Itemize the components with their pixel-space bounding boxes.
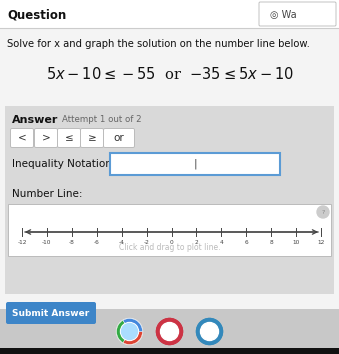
- Circle shape: [197, 319, 222, 344]
- Circle shape: [120, 322, 139, 341]
- Circle shape: [157, 319, 182, 344]
- FancyBboxPatch shape: [0, 0, 339, 28]
- Text: Answer: Answer: [12, 115, 58, 125]
- Text: 2: 2: [195, 240, 198, 245]
- Text: -10: -10: [42, 240, 52, 245]
- Text: Submit Answer: Submit Answer: [13, 308, 89, 318]
- Text: ≥: ≥: [87, 133, 96, 143]
- FancyBboxPatch shape: [0, 348, 339, 354]
- Text: ⚲: ⚲: [164, 324, 175, 339]
- Circle shape: [157, 319, 182, 344]
- Text: 8: 8: [269, 240, 273, 245]
- Text: ≤: ≤: [65, 133, 73, 143]
- Text: Question: Question: [7, 8, 66, 21]
- Text: Inequality Notation:: Inequality Notation:: [12, 159, 116, 169]
- FancyBboxPatch shape: [11, 129, 34, 148]
- Circle shape: [121, 324, 138, 339]
- Text: -12: -12: [17, 240, 27, 245]
- Text: >: >: [42, 133, 51, 143]
- Circle shape: [117, 319, 142, 344]
- Text: Number Line:: Number Line:: [12, 189, 82, 199]
- Wedge shape: [123, 331, 142, 344]
- Text: ?: ?: [321, 210, 325, 215]
- Text: $5x-10\leq-55$  or  $-35\leq 5x-10$: $5x-10\leq-55$ or $-35\leq 5x-10$: [45, 66, 294, 82]
- Text: 10: 10: [293, 240, 300, 245]
- Wedge shape: [123, 319, 142, 331]
- Text: ⎕: ⎕: [206, 325, 213, 338]
- FancyBboxPatch shape: [259, 2, 336, 26]
- Circle shape: [317, 206, 329, 218]
- Wedge shape: [117, 320, 129, 343]
- Text: -2: -2: [144, 240, 149, 245]
- Text: Attempt 1 out of 2: Attempt 1 out of 2: [62, 115, 142, 125]
- FancyBboxPatch shape: [80, 129, 103, 148]
- Circle shape: [160, 322, 179, 341]
- Text: ◎ Wa: ◎ Wa: [270, 10, 297, 19]
- FancyBboxPatch shape: [6, 302, 96, 324]
- Text: <: <: [18, 133, 26, 143]
- Text: 6: 6: [244, 240, 248, 245]
- Text: 4: 4: [219, 240, 223, 245]
- Text: Click and drag to plot line.: Click and drag to plot line.: [119, 244, 220, 252]
- Text: 0: 0: [170, 240, 173, 245]
- Text: |: |: [193, 159, 197, 169]
- FancyBboxPatch shape: [103, 129, 135, 148]
- FancyBboxPatch shape: [110, 153, 280, 175]
- FancyBboxPatch shape: [0, 28, 339, 309]
- FancyBboxPatch shape: [5, 106, 334, 294]
- FancyBboxPatch shape: [35, 129, 58, 148]
- Text: Solve for x and graph the solution on the number line below.: Solve for x and graph the solution on th…: [7, 39, 310, 49]
- Text: -4: -4: [119, 240, 125, 245]
- Circle shape: [200, 322, 219, 341]
- Circle shape: [197, 319, 222, 344]
- Text: 12: 12: [317, 240, 325, 245]
- FancyBboxPatch shape: [0, 309, 339, 354]
- Text: -6: -6: [94, 240, 100, 245]
- Text: -8: -8: [69, 240, 75, 245]
- Text: or: or: [114, 133, 124, 143]
- FancyBboxPatch shape: [8, 204, 331, 256]
- FancyBboxPatch shape: [58, 129, 80, 148]
